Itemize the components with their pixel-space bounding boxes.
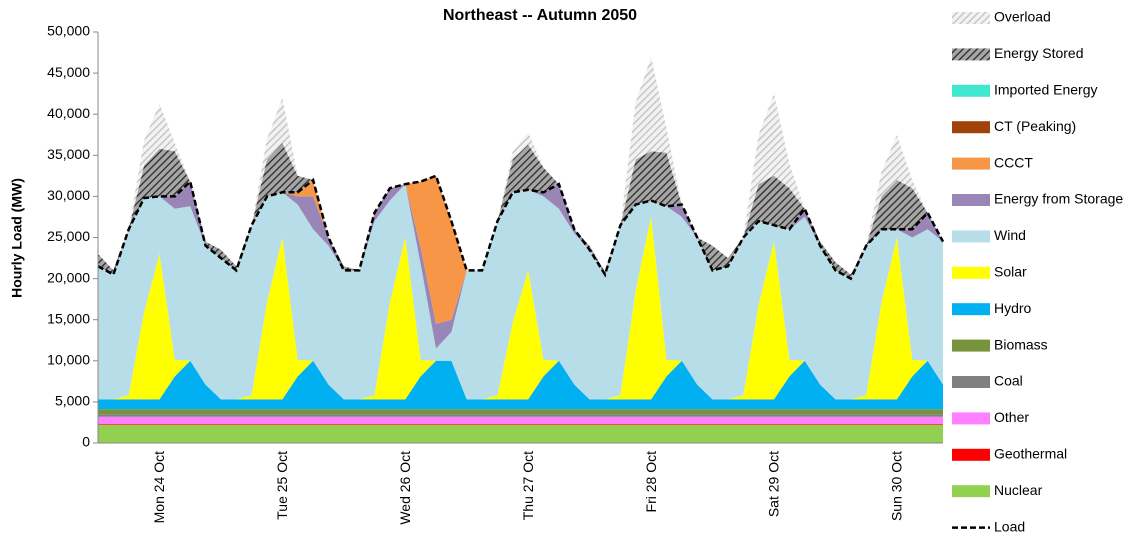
area xyxy=(98,360,943,410)
legend-swatch xyxy=(952,121,990,134)
y-tick-label: 45,000 xyxy=(47,64,90,80)
legend-label: Energy from Storage xyxy=(994,191,1123,207)
legend-label: Load xyxy=(994,518,1025,534)
legend-swatch xyxy=(952,448,990,461)
legend-label: Nuclear xyxy=(994,482,1043,498)
area xyxy=(98,409,943,415)
y-axis-title: Hourly Load (MW) xyxy=(9,178,25,298)
legend-label: Overload xyxy=(994,9,1051,25)
area xyxy=(98,184,943,400)
legend-swatch xyxy=(952,339,990,352)
legend-swatch xyxy=(952,194,990,206)
y-tick-label: 40,000 xyxy=(47,105,90,121)
legend-label: Wind xyxy=(994,227,1026,243)
area xyxy=(98,56,943,275)
legend-swatch xyxy=(952,266,990,279)
legend-label: Geothermal xyxy=(994,446,1067,462)
legend-label: Imported Energy xyxy=(994,82,1098,98)
y-tick-label: 5,000 xyxy=(55,393,90,409)
legend-swatch xyxy=(952,376,990,388)
x-tick-label: Sun 30 Oct xyxy=(889,451,905,521)
y-tick-label: 15,000 xyxy=(47,310,90,326)
legend-label: Biomass xyxy=(994,336,1048,352)
legend-label: Hydro xyxy=(994,300,1032,316)
legend-label: Other xyxy=(994,409,1029,425)
area xyxy=(98,414,943,417)
y-tick-label: 20,000 xyxy=(47,269,90,285)
legend-swatch xyxy=(952,303,990,316)
legend-label: Energy Stored xyxy=(994,45,1084,61)
legend-label: CT (Peaking) xyxy=(994,118,1076,134)
legend-swatch xyxy=(952,230,990,243)
area xyxy=(98,181,943,349)
area xyxy=(98,424,943,425)
area xyxy=(98,143,943,279)
legend-swatch xyxy=(952,12,990,24)
chart-title: Northeast -- Autumn 2050 xyxy=(443,7,637,24)
legend-swatch xyxy=(952,412,990,425)
legend-swatch xyxy=(952,157,990,170)
x-tick-label: Thu 27 Oct xyxy=(520,451,536,520)
y-tick-label: 35,000 xyxy=(47,146,90,162)
x-tick-label: Sat 29 Oct xyxy=(766,451,782,517)
y-tick-label: 50,000 xyxy=(47,23,90,39)
x-tick-label: Wed 26 Oct xyxy=(397,451,413,525)
area xyxy=(98,424,943,443)
legend-swatch xyxy=(952,84,990,97)
area xyxy=(98,416,943,425)
y-tick-label: 0 xyxy=(82,434,90,450)
load-line xyxy=(97,174,945,281)
legend-label: CCCT xyxy=(994,154,1033,170)
y-tick-label: 30,000 xyxy=(47,187,90,203)
area xyxy=(98,216,943,400)
legend-label: Coal xyxy=(994,373,1023,389)
legend-label: Solar xyxy=(994,264,1027,280)
legend-swatch xyxy=(952,485,990,498)
legend-swatch xyxy=(952,48,990,61)
y-tick-label: 10,000 xyxy=(47,352,90,368)
y-tick-label: 25,000 xyxy=(47,228,90,244)
x-tick-label: Fri 28 Oct xyxy=(643,451,659,513)
x-tick-label: Mon 24 Oct xyxy=(151,451,167,523)
x-tick-label: Tue 25 Oct xyxy=(274,451,290,520)
